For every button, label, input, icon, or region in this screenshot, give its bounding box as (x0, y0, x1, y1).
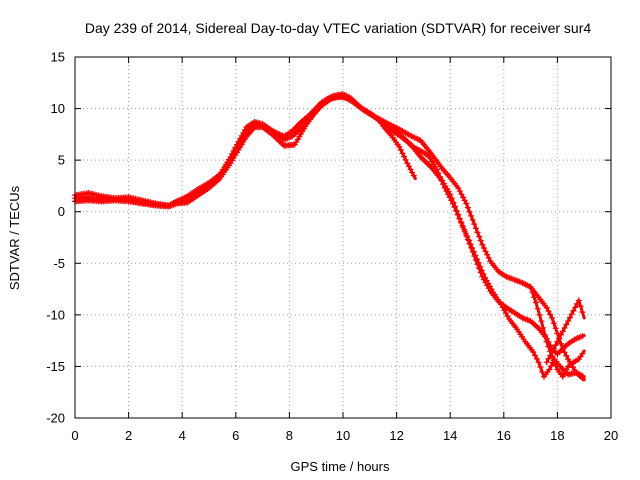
series-line (545, 298, 586, 364)
series-markers (72, 93, 586, 382)
series-track-c (72, 93, 586, 382)
x-tick-label: 12 (389, 428, 403, 443)
y-tick-label: 5 (58, 153, 65, 168)
x-tick-label: 14 (443, 428, 457, 443)
series-line (73, 92, 586, 379)
grid (75, 57, 611, 418)
x-axis-label: GPS time / hours (291, 459, 390, 474)
series-markers (380, 123, 417, 179)
x-tick-label: 20 (604, 428, 618, 443)
x-tick-label: 8 (286, 428, 293, 443)
series-track-a (72, 91, 586, 379)
x-tick-label: 18 (550, 428, 564, 443)
x-tick-label: 0 (71, 428, 78, 443)
y-tick-label: -5 (53, 256, 65, 271)
chart-title: Day 239 of 2014, Sidereal Day-to-day VTE… (85, 20, 591, 36)
x-tick-label: 16 (497, 428, 511, 443)
y-axis: 15 10 5 0 -5 -10 -15 -20 (46, 50, 611, 426)
y-tick-label: 10 (51, 101, 65, 116)
y-tick-label: -10 (46, 307, 65, 322)
x-tick-label: 10 (336, 428, 350, 443)
y-tick-label: -15 (46, 359, 65, 374)
series-track-f (527, 284, 586, 380)
y-tick-label: 0 (58, 204, 65, 219)
y-axis-label: SDTVAR / TECUs (7, 185, 22, 290)
series-line (73, 94, 586, 382)
series-markers (72, 91, 586, 379)
x-axis: 0 2 4 6 8 10 12 14 16 18 20 (71, 57, 618, 443)
series-track-d (380, 123, 417, 181)
x-tick-label: 2 (125, 428, 132, 443)
y-tick-label: 15 (51, 50, 65, 65)
x-tick-label: 4 (179, 428, 186, 443)
plot-area (72, 91, 586, 382)
x-tick-label: 6 (232, 428, 239, 443)
series-markers (527, 284, 586, 380)
y-tick-label: -20 (46, 411, 65, 426)
